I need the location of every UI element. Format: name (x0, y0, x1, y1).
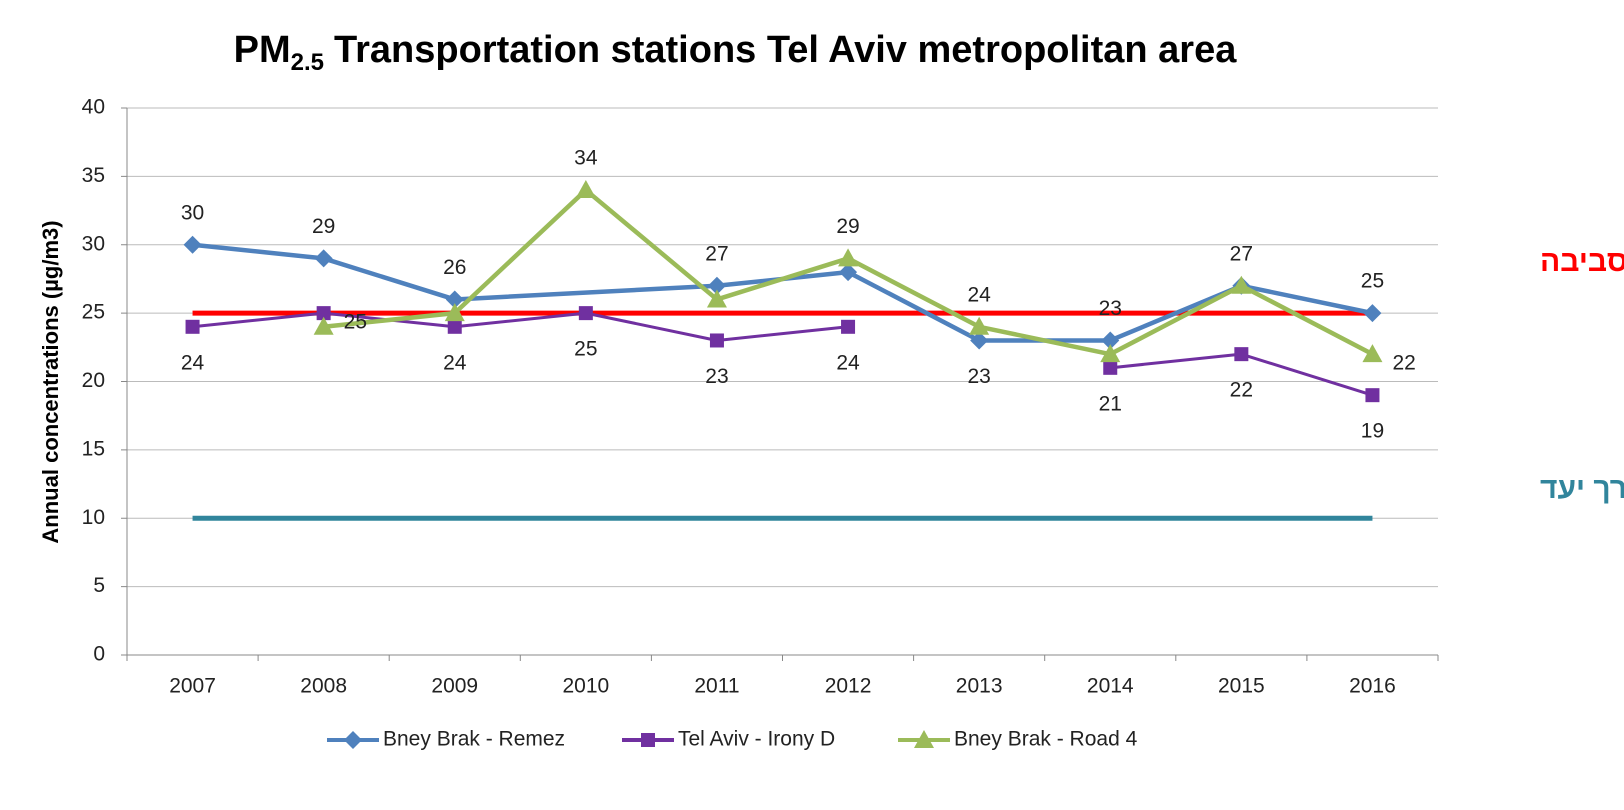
legend-label: Bney Brak - Remez (383, 728, 565, 751)
x-tick-label: 2015 (1218, 675, 1265, 698)
data-label: 30 (181, 201, 204, 224)
data-label: 23 (705, 365, 728, 388)
y-tick-label: 40 (82, 96, 105, 119)
legend-label: Tel Aviv - Irony D (678, 728, 835, 751)
marker (1100, 344, 1121, 363)
marker (314, 249, 333, 268)
data-label: 19 (1361, 420, 1384, 443)
marker (1362, 344, 1383, 363)
title-main: PM (234, 29, 291, 71)
x-tick-label: 2014 (1087, 675, 1134, 698)
y-tick-label: 35 (82, 164, 105, 187)
data-label: 27 (705, 242, 728, 265)
marker (709, 333, 724, 348)
data-label: 29 (312, 215, 335, 238)
marker (841, 319, 856, 334)
x-tick-label: 2007 (169, 675, 216, 698)
marker (1231, 275, 1252, 294)
marker (185, 319, 200, 334)
marker (313, 316, 334, 335)
reference-label: ערך סביבה (1540, 245, 1624, 278)
data-label: 26 (443, 256, 466, 279)
data-label: 34 (574, 147, 598, 170)
x-tick-label: 2016 (1349, 675, 1396, 698)
title-rest: Transportation stations Tel Aviv metropo… (334, 29, 1237, 71)
marker (1365, 388, 1380, 403)
data-label: 22 (1392, 352, 1415, 375)
data-label: 24 (967, 283, 991, 306)
data-label: 23 (1099, 297, 1122, 320)
x-tick-label: 2008 (300, 675, 347, 698)
marker (316, 306, 331, 321)
data-label: 25 (574, 338, 597, 361)
marker (641, 733, 655, 747)
data-label: 23 (967, 365, 990, 388)
x-tick-label: 2009 (431, 675, 478, 698)
data-label: 24 (181, 351, 205, 374)
data-label: 24 (443, 351, 467, 374)
y-tick-label: 15 (82, 437, 105, 460)
marker (1234, 347, 1249, 362)
x-tick-label: 2010 (562, 675, 609, 698)
x-tick-label: 2012 (825, 675, 872, 698)
data-label: 21 (1099, 392, 1122, 415)
marker (1363, 304, 1382, 323)
data-label: 24 (836, 351, 860, 374)
data-label: 29 (836, 215, 859, 238)
y-tick-label: 30 (82, 232, 105, 255)
marker (914, 730, 934, 748)
data-label: 25 (344, 311, 367, 334)
marker (970, 331, 989, 350)
y-tick-label: 25 (82, 301, 105, 324)
legend-label: Bney Brak - Road 4 (954, 728, 1138, 751)
marker (444, 303, 465, 322)
data-label: 22 (1230, 379, 1253, 402)
x-tick-label: 2011 (694, 675, 739, 698)
marker (838, 248, 859, 267)
marker (707, 276, 726, 295)
marker (1101, 331, 1120, 350)
data-label: 27 (1230, 242, 1253, 265)
marker (839, 263, 858, 282)
y-tick-label: 5 (93, 574, 105, 597)
marker (447, 319, 462, 334)
y-tick-label: 0 (93, 643, 105, 666)
marker (578, 306, 593, 321)
y-tick-label: 20 (82, 369, 105, 392)
marker (706, 289, 727, 308)
marker (445, 290, 464, 309)
marker (183, 235, 202, 254)
x-tick-label: 2013 (956, 675, 1003, 698)
reference-label: ערך יעד (1540, 472, 1624, 505)
y-tick-label: 10 (82, 506, 105, 529)
marker (1103, 360, 1118, 375)
marker (969, 316, 990, 335)
series-line (192, 311, 849, 342)
y-axis-label: Annual concentrations (µg/m3) (38, 220, 63, 543)
data-label: 25 (1361, 270, 1384, 293)
marker (344, 731, 362, 749)
title-sub: 2.5 (291, 49, 324, 76)
chart-title: PM2.5 Transportation stations Tel Aviv me… (234, 29, 1238, 76)
marker (575, 180, 596, 199)
